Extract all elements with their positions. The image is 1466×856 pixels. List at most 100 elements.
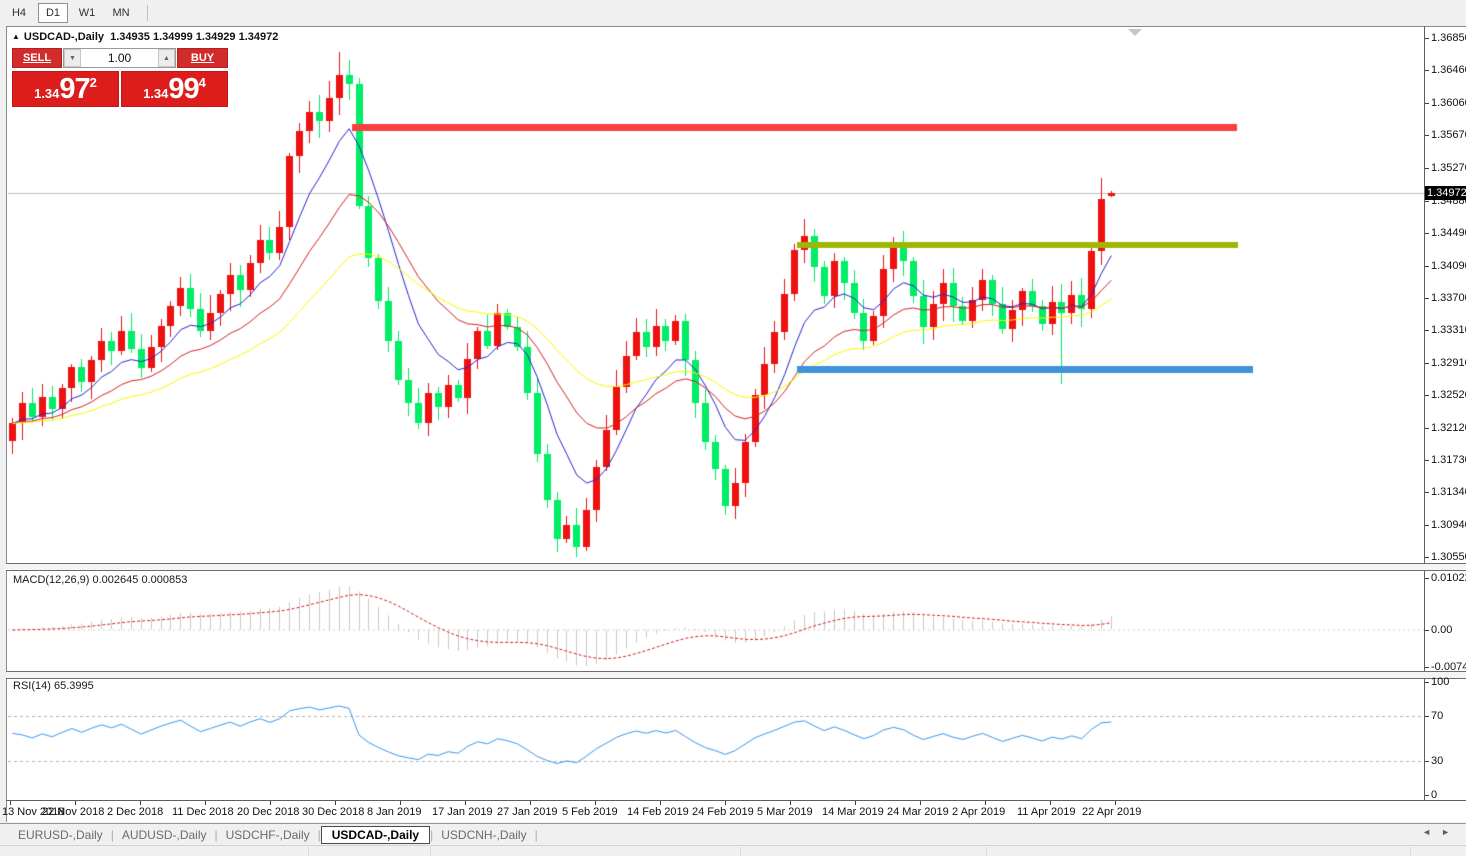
- price-axis-label: 1.36850: [1431, 32, 1466, 44]
- time-axis-label: 11 Apr 2019: [1017, 806, 1076, 818]
- volume-input[interactable]: 1.00: [107, 51, 132, 65]
- price-axis-label: 1.32120: [1431, 422, 1466, 434]
- chart-ohlc-header: ▲ USDCAD-,Daily 1.34935 1.34999 1.34929 1…: [12, 31, 278, 45]
- symbol-tab-usdcad[interactable]: USDCAD-,Daily: [320, 825, 431, 844]
- price-axis-tick: [1425, 428, 1429, 429]
- time-axis-tick: [140, 801, 141, 805]
- timeframe-button-d1[interactable]: D1: [38, 2, 68, 23]
- rsi-axis-label: 0: [1431, 789, 1438, 801]
- timeframe-button-mn[interactable]: MN: [112, 6, 130, 19]
- timeframe-button-w1[interactable]: W1: [78, 6, 96, 19]
- price-axis-label: 1.35670: [1431, 129, 1466, 141]
- buy-quote-sup: 4: [198, 75, 206, 90]
- tab-separator: |: [317, 827, 321, 842]
- price-axis-tick: [1425, 201, 1429, 202]
- time-axis-label: 22 Nov 2018: [42, 806, 105, 818]
- buy-quote[interactable]: 1.34994: [121, 71, 228, 107]
- close-value: 1.34972: [238, 31, 279, 43]
- price-axis-tick: [1425, 38, 1429, 39]
- time-axis-tick: [75, 801, 76, 805]
- price-axis-label: 1.31730: [1431, 454, 1466, 466]
- time-axis-tick: [530, 801, 531, 805]
- time-axis-label: 5 Feb 2019: [562, 806, 618, 818]
- time-axis-tick: [465, 801, 466, 805]
- time-axis-label: 24 Feb 2019: [692, 806, 754, 818]
- timeframe-button-h4[interactable]: H4: [11, 6, 27, 19]
- time-axis-tick: [1050, 801, 1051, 805]
- macd-signal-value: 0.000853: [141, 574, 188, 586]
- price-axis-label: 1.33310: [1431, 324, 1466, 336]
- timeframe-toolbar: H4 D1 W1 MN: [0, 0, 1466, 25]
- high-value: 1.34999: [152, 31, 193, 43]
- volume-increase-button[interactable]: ▲: [158, 49, 175, 67]
- time-axis-tick: [335, 801, 336, 805]
- price-axis-label: 1.32910: [1431, 357, 1466, 369]
- rsi-axis-label: 30: [1431, 755, 1444, 767]
- tab-scroll-left-icon[interactable]: ◄: [1422, 827, 1442, 837]
- rsi-axis-tick: [1425, 716, 1429, 717]
- time-axis-label: 2 Apr 2019: [952, 806, 1006, 818]
- rsi-axis-label: 70: [1431, 710, 1444, 722]
- symbol-tab-audusd[interactable]: AUDUSD-,Daily: [121, 827, 207, 842]
- time-axis-label: 24 Mar 2019: [887, 806, 949, 818]
- price-axis-tick: [1425, 492, 1429, 493]
- rsi-label: RSI(14) 65.3995: [13, 680, 94, 692]
- price-axis-label: 1.36060: [1431, 97, 1466, 109]
- time-axis-label: 17 Jan 2019: [432, 806, 493, 818]
- status-bar-separator: [740, 847, 741, 855]
- price-axis-tick: [1425, 395, 1429, 396]
- tab-separator: |: [110, 827, 114, 842]
- time-axis-tick: [920, 801, 921, 805]
- sell-button[interactable]: SELL: [12, 48, 62, 68]
- time-axis-tick: [660, 801, 661, 805]
- macd-axis-label: 0.00: [1431, 624, 1453, 636]
- time-axis-label: 14 Feb 2019: [627, 806, 689, 818]
- price-axis-tick: [1425, 233, 1429, 234]
- time-axis-tick: [1115, 801, 1116, 805]
- buy-button[interactable]: BUY: [177, 48, 228, 68]
- price-axis-tick: [1425, 557, 1429, 558]
- one-click-collapse-icon[interactable]: ▲: [12, 32, 20, 41]
- price-axis-tick: [1425, 168, 1429, 169]
- sell-quote[interactable]: 1.34972: [12, 71, 119, 107]
- macd-main-value: 0.002645: [92, 574, 139, 586]
- sell-quote-big: 97: [59, 73, 90, 105]
- macd-axis-tick: [1425, 667, 1429, 668]
- status-bar: [0, 845, 1466, 856]
- panel-splitter[interactable]: [6, 671, 1466, 679]
- status-bar-separator: [1410, 847, 1411, 855]
- macd-axis-label: -0.007477: [1431, 661, 1466, 673]
- time-axis-tick: [595, 801, 596, 805]
- panel-splitter[interactable]: [6, 563, 1466, 571]
- time-axis-tick: [10, 801, 11, 805]
- price-axis-border: [1424, 26, 1425, 801]
- sell-quote-prefix: 1.34: [34, 86, 60, 101]
- time-axis-tick: [205, 801, 206, 805]
- symbol-tab-usdcnh[interactable]: USDCNH-,Daily: [441, 827, 527, 842]
- rsi-indicator-canvas[interactable]: [8, 677, 1424, 800]
- price-axis-tick: [1425, 525, 1429, 526]
- tab-scroll-right-icon[interactable]: ►: [1441, 827, 1460, 837]
- time-axis-tick: [400, 801, 401, 805]
- main-chart-canvas[interactable]: [8, 30, 1424, 563]
- macd-indicator-canvas[interactable]: [8, 571, 1424, 671]
- price-axis-tick: [1425, 363, 1429, 364]
- tab-separator: |: [214, 827, 218, 842]
- tab-separator: |: [430, 827, 434, 842]
- time-axis-label: 13 Nov 2018: [2, 806, 65, 818]
- symbol-tab-eurusd[interactable]: EURUSD-,Daily: [18, 827, 103, 842]
- status-bar-separator: [430, 847, 431, 855]
- time-axis-label: 22 Apr 2019: [1082, 806, 1142, 818]
- status-bar-separator: [308, 847, 309, 855]
- macd-axis-tick: [1425, 578, 1429, 579]
- symbol-tab-usdchf[interactable]: USDCHF-,Daily: [225, 827, 310, 842]
- time-axis-label: 2 Dec 2018: [107, 806, 164, 818]
- time-axis-tick: [985, 801, 986, 805]
- volume-decrease-button[interactable]: ▼: [64, 49, 81, 67]
- sell-quote-sup: 2: [89, 75, 97, 90]
- price-axis-label: 1.36460: [1431, 64, 1466, 76]
- time-axis-label: 27 Jan 2019: [497, 806, 558, 818]
- time-axis-tick: [855, 801, 856, 805]
- time-axis-label: 8 Jan 2019: [367, 806, 422, 818]
